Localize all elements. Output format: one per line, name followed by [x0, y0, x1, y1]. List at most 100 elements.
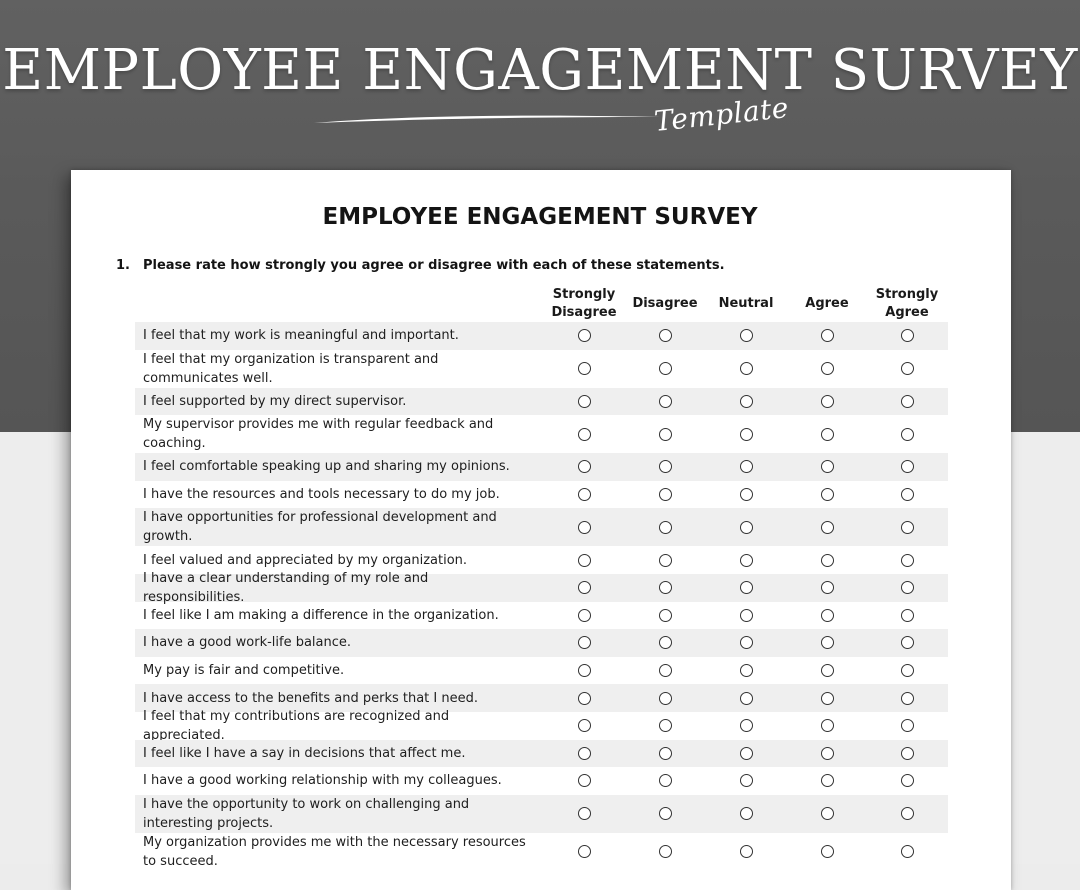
rating-radio-option[interactable]: [900, 774, 914, 788]
rating-radio-option[interactable]: [900, 488, 914, 502]
rating-radio-option[interactable]: [658, 329, 672, 343]
rating-radio-option[interactable]: [900, 664, 914, 678]
column-header-strongly-disagree: Strongly Disagree: [551, 287, 617, 320]
document-title: EMPLOYEE ENGAGEMENT SURVEY: [322, 204, 758, 230]
rating-radio-option[interactable]: [739, 608, 753, 622]
rating-radio-option[interactable]: [577, 719, 591, 733]
rating-radio-option[interactable]: [658, 691, 672, 705]
rating-radio-option[interactable]: [820, 608, 834, 622]
table-row: I feel like I am making a difference in …: [135, 602, 948, 630]
rating-radio-option[interactable]: [658, 362, 672, 376]
rating-radio-option[interactable]: [900, 520, 914, 534]
rating-radio-option[interactable]: [820, 746, 834, 760]
rating-radio-option[interactable]: [577, 394, 591, 408]
rating-radio-option[interactable]: [577, 362, 591, 376]
rating-radio-option[interactable]: [658, 746, 672, 760]
rating-radio-option[interactable]: [577, 691, 591, 705]
statement-text: I have access to the benefits and perks …: [143, 690, 478, 706]
rating-radio-option[interactable]: [820, 553, 834, 567]
rating-radio-option[interactable]: [820, 845, 834, 859]
rating-radio-option[interactable]: [900, 362, 914, 376]
rating-radio-option[interactable]: [577, 520, 591, 534]
rating-radio-option[interactable]: [739, 362, 753, 376]
rating-radio-option[interactable]: [820, 581, 834, 595]
rating-radio-option[interactable]: [820, 774, 834, 788]
statement-text: I have the resources and tools necessary…: [143, 487, 500, 503]
rating-radio-option[interactable]: [900, 636, 914, 650]
rating-radio-option[interactable]: [739, 746, 753, 760]
rating-radio-option[interactable]: [900, 608, 914, 622]
rating-radio-option[interactable]: [739, 719, 753, 733]
rating-radio-option[interactable]: [577, 746, 591, 760]
rating-radio-option[interactable]: [739, 520, 753, 534]
rating-radio-option[interactable]: [900, 553, 914, 567]
rating-radio-option[interactable]: [820, 460, 834, 474]
rating-radio-option[interactable]: [658, 520, 672, 534]
rating-radio-option[interactable]: [739, 691, 753, 705]
rating-radio-option[interactable]: [820, 329, 834, 343]
rating-radio-option[interactable]: [658, 427, 672, 441]
rating-radio-option[interactable]: [577, 488, 591, 502]
rating-radio-option[interactable]: [900, 719, 914, 733]
statement-text: I feel that my contributions are recogni…: [143, 708, 450, 743]
rating-radio-option[interactable]: [658, 488, 672, 502]
rating-radio-option[interactable]: [658, 636, 672, 650]
rating-radio-option[interactable]: [900, 427, 914, 441]
rating-radio-option[interactable]: [577, 553, 591, 567]
rating-radio-option[interactable]: [820, 427, 834, 441]
rating-radio-option[interactable]: [900, 691, 914, 705]
rating-radio-option[interactable]: [739, 807, 753, 821]
column-header-disagree: Disagree: [632, 296, 698, 311]
rating-radio-option[interactable]: [658, 774, 672, 788]
rating-radio-option[interactable]: [739, 636, 753, 650]
rating-radio-option[interactable]: [577, 581, 591, 595]
rating-radio-option[interactable]: [577, 460, 591, 474]
rating-radio-option[interactable]: [900, 329, 914, 343]
rating-radio-option[interactable]: [739, 427, 753, 441]
rating-radio-option[interactable]: [577, 427, 591, 441]
table-row: My supervisor provides me with regular f…: [135, 415, 948, 453]
rating-radio-option[interactable]: [577, 807, 591, 821]
rating-radio-option[interactable]: [900, 746, 914, 760]
rating-radio-option[interactable]: [577, 774, 591, 788]
rating-radio-option[interactable]: [900, 460, 914, 474]
rating-radio-option[interactable]: [820, 488, 834, 502]
rating-radio-option[interactable]: [900, 807, 914, 821]
rating-radio-option[interactable]: [577, 636, 591, 650]
rating-radio-option[interactable]: [820, 394, 834, 408]
rating-radio-option[interactable]: [658, 664, 672, 678]
rating-radio-option[interactable]: [820, 664, 834, 678]
rating-radio-option[interactable]: [658, 719, 672, 733]
column-header-agree: Agree: [805, 296, 849, 311]
rating-radio-option[interactable]: [577, 664, 591, 678]
rating-radio-option[interactable]: [820, 691, 834, 705]
rating-radio-option[interactable]: [658, 845, 672, 859]
rating-radio-option[interactable]: [739, 774, 753, 788]
rating-radio-option[interactable]: [739, 553, 753, 567]
rating-radio-option[interactable]: [658, 553, 672, 567]
rating-radio-option[interactable]: [820, 719, 834, 733]
rating-radio-option[interactable]: [739, 488, 753, 502]
statement-text: My supervisor provides me with regular f…: [143, 417, 494, 452]
rating-radio-option[interactable]: [820, 807, 834, 821]
rating-radio-option[interactable]: [577, 845, 591, 859]
rating-radio-option[interactable]: [739, 664, 753, 678]
rating-radio-option[interactable]: [900, 394, 914, 408]
rating-radio-option[interactable]: [739, 581, 753, 595]
rating-radio-option[interactable]: [739, 394, 753, 408]
rating-radio-option[interactable]: [658, 807, 672, 821]
rating-radio-option[interactable]: [820, 362, 834, 376]
rating-radio-option[interactable]: [658, 394, 672, 408]
rating-radio-option[interactable]: [820, 636, 834, 650]
rating-radio-option[interactable]: [900, 845, 914, 859]
rating-radio-option[interactable]: [658, 608, 672, 622]
rating-radio-option[interactable]: [900, 581, 914, 595]
rating-radio-option[interactable]: [658, 460, 672, 474]
rating-radio-option[interactable]: [739, 845, 753, 859]
rating-radio-option[interactable]: [820, 520, 834, 534]
rating-radio-option[interactable]: [739, 460, 753, 474]
rating-radio-option[interactable]: [739, 329, 753, 343]
rating-radio-option[interactable]: [577, 608, 591, 622]
rating-radio-option[interactable]: [658, 581, 672, 595]
rating-radio-option[interactable]: [577, 329, 591, 343]
